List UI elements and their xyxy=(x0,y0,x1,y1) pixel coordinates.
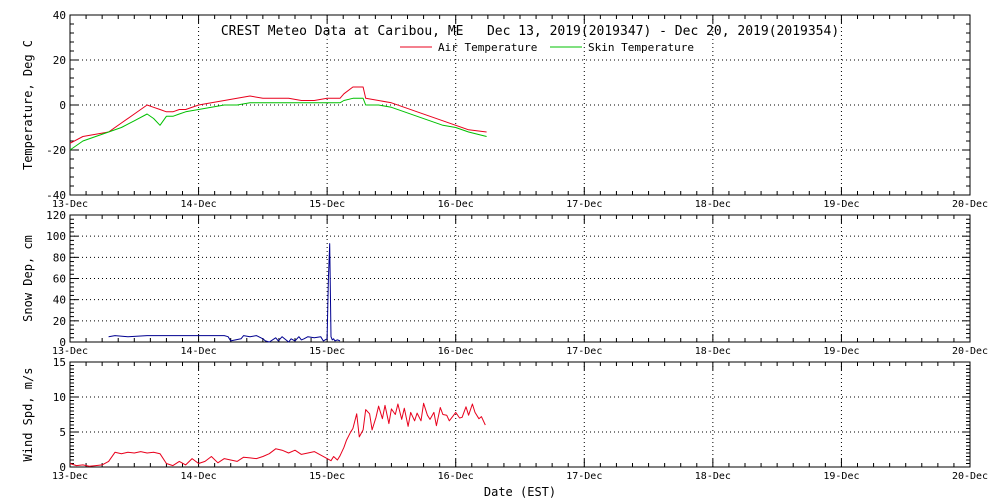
series-line-snow-depth xyxy=(108,243,341,343)
y-tick-label: 0 xyxy=(59,461,66,474)
x-axis-label: Date (EST) xyxy=(484,485,556,499)
legend-label: Skin Temperature xyxy=(588,41,694,54)
y-tick-label: 120 xyxy=(46,209,66,222)
y-tick-label: 40 xyxy=(53,294,66,307)
x-tick-label: 18-Dec xyxy=(695,471,731,482)
x-tick-label: 15-Dec xyxy=(309,471,345,482)
x-tick-label: 20-Dec xyxy=(952,471,988,482)
x-tick-label: 19-Dec xyxy=(823,199,859,210)
y-tick-label: 40 xyxy=(53,9,66,22)
x-tick-label: 15-Dec xyxy=(309,199,345,210)
x-tick-label: 19-Dec xyxy=(823,471,859,482)
y-tick-label: 100 xyxy=(46,230,66,243)
y-axis-label: Temperature, Deg C xyxy=(21,40,35,170)
series-line-skin-temperature xyxy=(69,97,487,151)
snow-depth-panel: 0 20 40 60 80 100 120 Snow Dep, cm 13-Dec 14-Dec 1… xyxy=(21,209,988,357)
legend-label: Air Temperature xyxy=(438,41,537,54)
x-tick-label: 16-Dec xyxy=(438,471,474,482)
y-tick-label: 80 xyxy=(53,251,66,264)
y-tick-label: 10 xyxy=(53,391,66,404)
x-tick-label: 19-Dec xyxy=(823,346,859,357)
x-tick-label: 17-Dec xyxy=(566,471,602,482)
x-tick-label: 13-Dec xyxy=(52,199,88,210)
x-tick-label: 14-Dec xyxy=(181,346,217,357)
y-tick-label: 0 xyxy=(59,336,66,349)
x-tick-label: 13-Dec xyxy=(52,346,88,357)
series-line-wind-speed xyxy=(69,402,486,467)
y-axis-label: Wind Spd, m/s xyxy=(21,368,35,462)
y-tick-label: 15 xyxy=(53,356,66,369)
x-tick-label: 20-Dec xyxy=(952,346,988,357)
x-tick-label: 16-Dec xyxy=(438,199,474,210)
y-tick-label: 20 xyxy=(53,315,66,328)
x-tick-label: 16-Dec xyxy=(438,346,474,357)
x-tick-label: 17-Dec xyxy=(566,346,602,357)
temperature-panel: -40 -20 0 20 40 Temperature, Deg C 13-Dec 14-De… xyxy=(21,9,988,210)
chart-title: CREST Meteo Data at Caribou, ME Dec 13, … xyxy=(221,24,839,39)
x-tick-label: 20-Dec xyxy=(952,199,988,210)
x-tick-label: 14-Dec xyxy=(181,471,217,482)
y-tick-label: -40 xyxy=(46,189,66,202)
legend: Air Temperature Skin Temperature xyxy=(400,41,694,54)
series-line-air-temperature xyxy=(69,86,487,144)
plot-frame xyxy=(69,361,971,468)
y-axis-label: Snow Dep, cm xyxy=(21,235,35,322)
x-tick-label: 14-Dec xyxy=(181,199,217,210)
y-tick-label: -20 xyxy=(46,144,66,157)
y-tick-label: 60 xyxy=(53,273,66,286)
x-tick-label: 18-Dec xyxy=(695,346,731,357)
y-tick-label: 0 xyxy=(59,99,66,112)
x-tick-label: 15-Dec xyxy=(309,346,345,357)
y-tick-label: 20 xyxy=(53,54,66,67)
y-tick-label: 5 xyxy=(59,426,66,439)
x-tick-label: 18-Dec xyxy=(695,199,731,210)
x-tick-label: 17-Dec xyxy=(566,199,602,210)
wind-speed-panel: 0 5 10 15 Wind Spd, m/s 13-Dec 14-Dec 15-Dec 16-… xyxy=(21,356,988,482)
x-tick-label: 13-Dec xyxy=(52,471,88,482)
